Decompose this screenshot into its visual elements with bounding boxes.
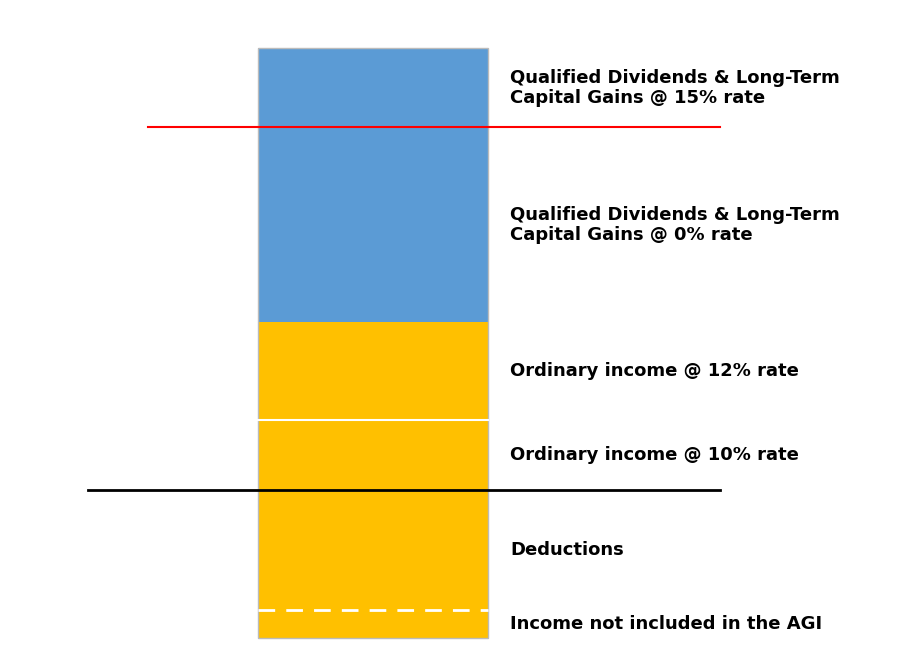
Bar xyxy=(258,48,488,638)
Bar xyxy=(258,48,488,127)
Bar xyxy=(258,420,488,490)
Text: Qualified Dividends & Long-Term
Capital Gains @ 15% rate: Qualified Dividends & Long-Term Capital … xyxy=(510,69,840,108)
Text: Ordinary income @ 10% rate: Ordinary income @ 10% rate xyxy=(510,446,799,464)
Bar xyxy=(258,490,488,610)
Bar xyxy=(258,610,488,638)
Text: Qualified Dividends & Long-Term
Capital Gains @ 0% rate: Qualified Dividends & Long-Term Capital … xyxy=(510,206,840,244)
Text: Ordinary income @ 12% rate: Ordinary income @ 12% rate xyxy=(510,362,799,380)
Bar xyxy=(258,322,488,420)
Text: Income not included in the AGI: Income not included in the AGI xyxy=(510,615,822,633)
Text: Deductions: Deductions xyxy=(510,541,623,559)
Bar xyxy=(258,127,488,322)
